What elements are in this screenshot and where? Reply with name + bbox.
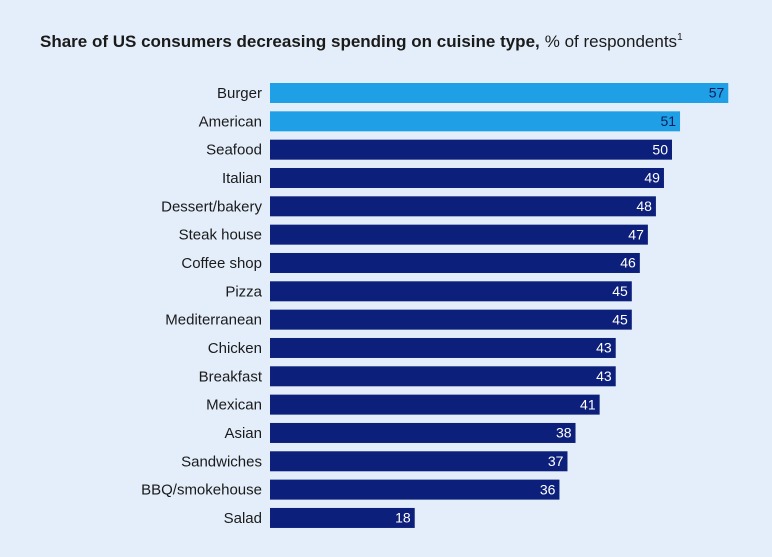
bar: [270, 224, 648, 245]
bar: [270, 111, 681, 132]
value-label: 41: [580, 396, 596, 412]
category-label: Pizza: [225, 283, 262, 300]
value-label: 51: [660, 113, 676, 129]
category-label: Dessert/bakery: [161, 198, 262, 215]
bar: [270, 337, 616, 358]
value-label: 50: [652, 141, 668, 157]
bar: [270, 252, 640, 273]
bar: [270, 422, 576, 443]
chart-title: Share of US consumers decreasing spendin…: [40, 32, 540, 51]
value-label: 45: [612, 283, 628, 299]
category-label: Burger: [217, 85, 262, 102]
value-label: 38: [556, 425, 572, 441]
value-label: 48: [636, 198, 652, 214]
category-label: Asian: [224, 425, 262, 442]
footnote-marker: 1: [677, 32, 683, 43]
value-label: 36: [540, 481, 556, 497]
chart-subtitle: % of respondents: [545, 32, 677, 51]
category-label: BBQ/smokehouse: [141, 482, 262, 499]
bar: [270, 281, 632, 302]
category-label: Chicken: [208, 340, 262, 357]
bar: [270, 394, 600, 415]
chart-title-group: Share of US consumers decreasing spendin…: [40, 32, 683, 52]
category-label: Sandwiches: [181, 453, 262, 470]
value-label: 49: [644, 170, 660, 186]
bar: [270, 167, 664, 188]
category-label: Salad: [224, 510, 262, 527]
value-label: 57: [709, 85, 725, 101]
bar: [270, 83, 729, 103]
bar: [270, 507, 415, 528]
value-label: 18: [395, 510, 411, 526]
bar: [270, 479, 560, 500]
category-label: Mexican: [206, 397, 262, 414]
value-label: 46: [620, 255, 636, 271]
category-label: Mediterranean: [165, 312, 262, 329]
category-label: Seafood: [206, 142, 262, 159]
category-label: Breakfast: [199, 368, 263, 385]
value-label: 37: [548, 453, 564, 469]
value-label: 43: [596, 368, 612, 384]
value-label: 47: [628, 226, 644, 242]
category-label: Steak house: [179, 227, 262, 244]
bar: [270, 196, 656, 217]
category-label: Italian: [222, 170, 262, 187]
bar: [270, 309, 632, 330]
category-label: Coffee shop: [181, 255, 262, 272]
bar: [270, 366, 616, 387]
bar: [270, 139, 672, 160]
bar: [270, 451, 568, 472]
value-label: 45: [612, 311, 628, 327]
value-label: 43: [596, 340, 612, 356]
category-label: American: [199, 113, 262, 130]
